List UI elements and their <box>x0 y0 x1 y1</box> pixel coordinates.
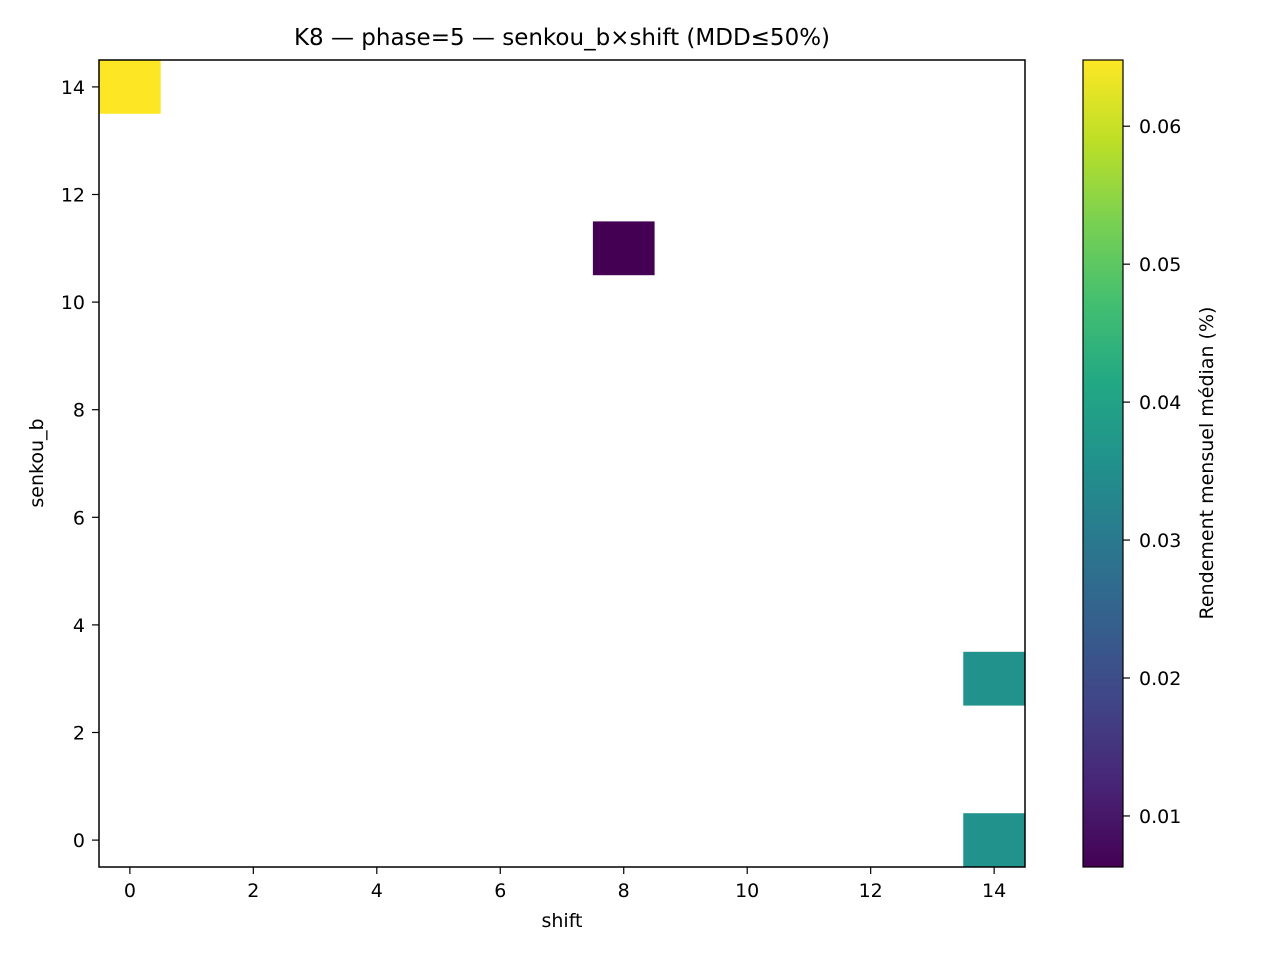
heatmap-cell <box>99 60 161 114</box>
x-tick-label: 2 <box>247 880 259 902</box>
x-tick-label: 4 <box>371 880 383 902</box>
x-tick-label: 12 <box>859 880 883 902</box>
x-tick-label: 0 <box>124 880 136 902</box>
y-tick-label: 12 <box>61 185 85 207</box>
x-tick-label: 14 <box>982 880 1006 902</box>
y-tick-label: 10 <box>61 292 85 314</box>
x-axis-label: shift <box>541 910 582 932</box>
colorbar-tick-label: 0.05 <box>1139 254 1181 276</box>
plot-frame <box>98 59 1026 868</box>
colorbar <box>1082 59 1124 868</box>
x-tick-label: 6 <box>494 880 506 902</box>
chart-title: K8 — phase=5 — senkou_b×shift (MDD≤50%) <box>294 25 830 51</box>
colorbar-axis: 0.01 0.02 0.03 0.04 0.05 0.06 <box>1123 116 1181 828</box>
colorbar-tick-label: 0.03 <box>1139 530 1181 552</box>
x-axis: 0 2 4 6 8 10 12 14 <box>124 867 1006 902</box>
x-tick-label: 8 <box>618 880 630 902</box>
y-tick-label: 2 <box>73 723 85 745</box>
colorbar-tick-label: 0.04 <box>1139 392 1181 414</box>
heatmap-cell <box>592 221 655 276</box>
heatmap-cell <box>963 651 1025 706</box>
y-axis: 0 2 4 6 8 10 12 14 <box>61 77 99 852</box>
y-tick-label: 0 <box>73 830 85 852</box>
colorbar-tick-label: 0.02 <box>1139 668 1181 690</box>
y-axis-label: senkou_b <box>26 418 48 507</box>
x-tick-label: 10 <box>735 880 759 902</box>
y-tick-label: 6 <box>73 507 85 529</box>
colorbar-tick-label: 0.06 <box>1139 116 1181 138</box>
colorbar-label: Rendement mensuel médian (%) <box>1196 307 1218 620</box>
heatmap-cell <box>963 813 1025 867</box>
y-tick-label: 14 <box>61 77 85 99</box>
y-tick-label: 4 <box>73 615 85 637</box>
colorbar-tick-label: 0.01 <box>1139 806 1181 828</box>
y-tick-label: 8 <box>73 400 85 422</box>
heatmap-cells <box>99 60 1025 867</box>
